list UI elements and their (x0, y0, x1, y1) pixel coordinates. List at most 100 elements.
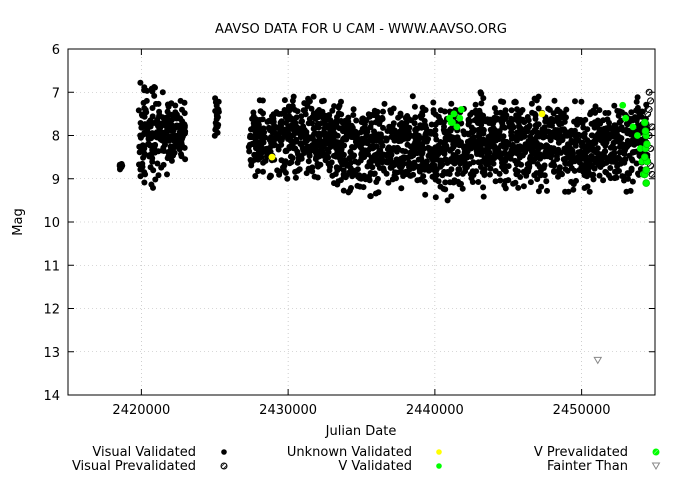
data-point (460, 128, 467, 135)
data-point (340, 187, 347, 194)
data-point (309, 114, 316, 120)
data-point (565, 188, 572, 195)
data-point (612, 168, 618, 175)
data-point (454, 170, 461, 177)
data-point (546, 147, 553, 154)
data-point (213, 102, 220, 109)
data-point (298, 118, 305, 125)
data-point (146, 131, 153, 138)
data-point (559, 114, 566, 121)
data-point (547, 137, 554, 144)
data-point (548, 162, 555, 168)
data-point (212, 126, 219, 133)
data-point (284, 175, 291, 182)
data-point (248, 162, 255, 169)
data-point (311, 173, 318, 180)
data-point (574, 137, 581, 144)
data-point (548, 116, 555, 122)
data-point (480, 112, 487, 119)
data-point (172, 102, 179, 109)
data-point (475, 179, 482, 185)
data-point (298, 113, 305, 120)
data-point (448, 193, 455, 200)
data-point (642, 166, 650, 174)
data-point (365, 111, 372, 118)
data-point (281, 107, 288, 113)
data-point (606, 119, 612, 126)
y-axis-ticks: 6 7 8 9 10 11 12 13 14 (43, 43, 655, 404)
data-point (554, 114, 561, 121)
data-point (159, 147, 166, 154)
data-point (265, 148, 272, 155)
legend-item: Fainter Than (547, 459, 661, 474)
data-point (325, 112, 332, 119)
data-point (354, 182, 361, 189)
x-tick-label: 2430000 (259, 403, 317, 418)
data-point (448, 100, 455, 107)
data-point (300, 146, 307, 153)
data-point (444, 197, 451, 204)
data-point (289, 103, 296, 110)
legend-label: Fainter Than (547, 459, 628, 474)
data-point (358, 151, 365, 158)
data-point (366, 136, 373, 143)
data-point (252, 173, 259, 179)
data-point (310, 93, 317, 100)
data-point (371, 107, 378, 114)
data-point (492, 178, 499, 185)
data-point (465, 116, 472, 123)
data-point (381, 100, 388, 107)
data-point (152, 142, 158, 149)
data-point (585, 169, 592, 175)
data-point (596, 107, 603, 114)
data-point (472, 101, 479, 108)
data-point (416, 164, 423, 171)
data-point (266, 117, 273, 124)
data-point (454, 148, 461, 155)
chart-title: AAVSO DATA FOR U CAM - WWW.AAVSO.ORG (215, 22, 507, 37)
data-point (628, 109, 635, 116)
data-point (285, 125, 292, 132)
data-point (365, 146, 372, 153)
data-point (259, 97, 266, 104)
data-point (170, 152, 177, 159)
data-point (366, 173, 372, 180)
data-point (458, 120, 465, 127)
data-point (375, 131, 382, 138)
data-point (531, 172, 538, 179)
x-axis-ticks: 2420000 2430000 2440000 2450000 (112, 49, 611, 418)
data-point (629, 178, 636, 185)
legend-marker (436, 449, 442, 455)
data-point (451, 177, 458, 184)
data-point (294, 108, 301, 115)
data-point (560, 156, 567, 163)
data-point (619, 109, 625, 116)
data-point (298, 132, 305, 139)
data-point (419, 104, 426, 111)
data-point (141, 129, 148, 136)
data-point (586, 188, 593, 195)
data-point (491, 114, 498, 121)
data-point (556, 164, 563, 171)
data-point (572, 98, 578, 105)
data-point (247, 132, 254, 139)
data-point (390, 145, 397, 151)
data-point (325, 149, 332, 156)
data-point (535, 145, 542, 152)
data-point (292, 145, 299, 152)
data-point (372, 157, 379, 164)
data-point (310, 146, 317, 153)
data-point (353, 130, 360, 137)
data-point (427, 128, 434, 135)
data-point (380, 124, 386, 131)
data-point (508, 129, 515, 136)
data-point (592, 109, 599, 116)
data-point (600, 177, 607, 184)
data-point (530, 139, 537, 146)
data-point (633, 139, 640, 146)
data-point (464, 153, 471, 160)
data-point (432, 169, 439, 176)
data-point (450, 134, 457, 141)
data-point (343, 172, 350, 179)
